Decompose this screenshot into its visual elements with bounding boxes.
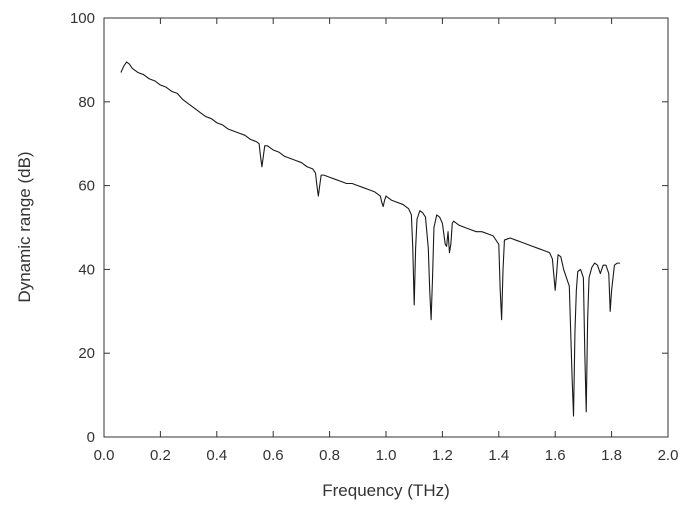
y-tick-label: 0 [87, 429, 95, 446]
y-tick-label: 20 [78, 345, 95, 362]
y-tick-label: 80 [78, 94, 95, 111]
x-tick-label: 1.2 [432, 447, 453, 464]
x-tick-label: 0.2 [150, 447, 171, 464]
x-tick-label: 1.0 [376, 447, 397, 464]
x-tick-label: 1.4 [488, 447, 509, 464]
y-tick-label: 100 [70, 10, 95, 27]
x-tick-label: 1.6 [545, 447, 566, 464]
x-tick-label: 0.6 [263, 447, 284, 464]
y-tick-label: 40 [78, 261, 95, 278]
y-axis-ticks: 0 20 40 60 80 100 [70, 10, 668, 446]
plot-frame [103, 17, 669, 438]
x-tick-label: 0.0 [94, 447, 115, 464]
x-tick-label: 0.8 [319, 447, 340, 464]
x-axis-title: Frequency (THz) [322, 481, 450, 500]
x-axis-ticks: 0.0 0.2 0.4 0.6 0.8 1.0 1.2 1.4 1.6 1.8 2.0 [94, 18, 679, 464]
x-tick-label: 0.4 [206, 447, 227, 464]
y-axis-title: Dynamic range (dB) [15, 151, 34, 302]
x-tick-label: 1.8 [601, 447, 622, 464]
x-tick-label: 2.0 [658, 447, 679, 464]
series-line [120, 61, 621, 417]
y-tick-label: 60 [78, 178, 95, 195]
